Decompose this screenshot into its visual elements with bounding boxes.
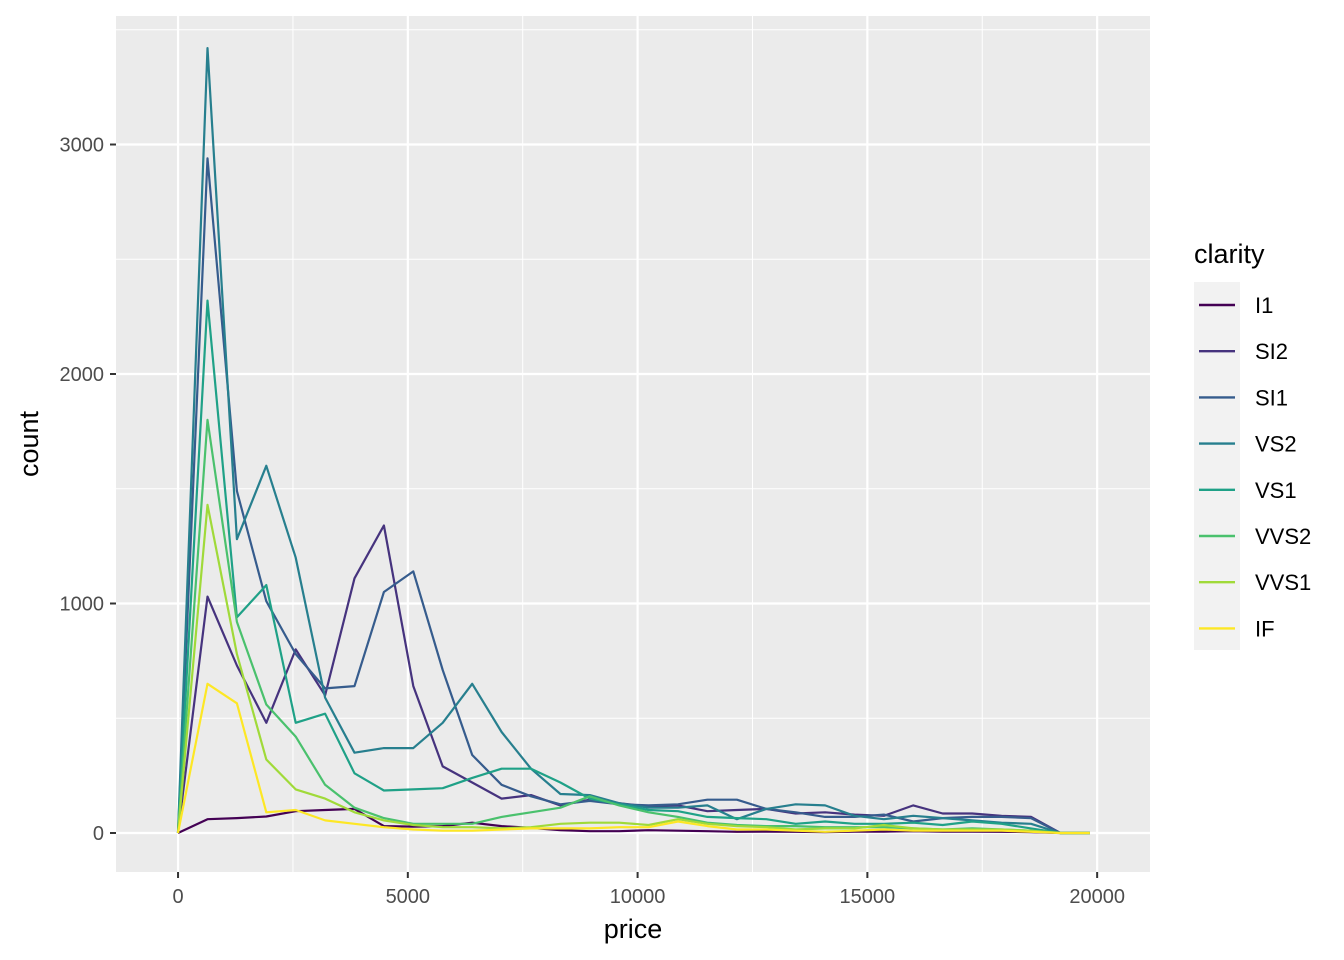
series-line-if xyxy=(176,682,1090,835)
x-tick-label: 5000 xyxy=(386,886,431,908)
major-grid xyxy=(116,16,1150,872)
legend-label-si1: SI1 xyxy=(1255,385,1288,410)
x-axis-title: price xyxy=(604,914,663,944)
minor-grid xyxy=(116,16,1150,872)
legend-label-vs1: VS1 xyxy=(1255,478,1297,503)
series-lines xyxy=(176,46,1090,835)
legend-title: clarity xyxy=(1194,239,1265,269)
x-axis: 0 5000 10000 15000 20000 xyxy=(172,872,1125,908)
legend-key-background xyxy=(1194,282,1240,650)
legend-label-si2: SI2 xyxy=(1255,339,1288,364)
y-tick-label: 3000 xyxy=(60,135,105,157)
legend-label-if: IF xyxy=(1255,616,1275,641)
x-tick-label: 20000 xyxy=(1069,886,1125,908)
series-line-vs2 xyxy=(176,46,1090,835)
legend-label-vvs2: VVS2 xyxy=(1255,524,1311,549)
y-axis: 0 1000 2000 3000 xyxy=(60,135,116,845)
legend-label-vs2: VS2 xyxy=(1255,432,1297,457)
y-tick-label: 1000 xyxy=(60,593,105,615)
x-tick-label: 10000 xyxy=(610,886,666,908)
y-tick-label: 2000 xyxy=(60,364,105,386)
legend-label-vvs1: VVS1 xyxy=(1255,570,1311,595)
series-line-vvs1 xyxy=(176,503,1090,835)
legend-items: I1 SI2 SI1 VS2 VS1 VVS2 VVS1 IF xyxy=(1199,293,1311,641)
y-axis-title: count xyxy=(14,410,44,477)
legend-label-i1: I1 xyxy=(1255,293,1273,318)
x-tick-label: 15000 xyxy=(840,886,896,908)
x-tick-label: 0 xyxy=(172,886,183,908)
series-line-vs1 xyxy=(176,299,1090,835)
legend: clarity I1 SI2 SI1 VS2 VS1 VVS2 VVS1 IF xyxy=(1194,239,1311,650)
y-tick-label: 0 xyxy=(93,823,104,845)
